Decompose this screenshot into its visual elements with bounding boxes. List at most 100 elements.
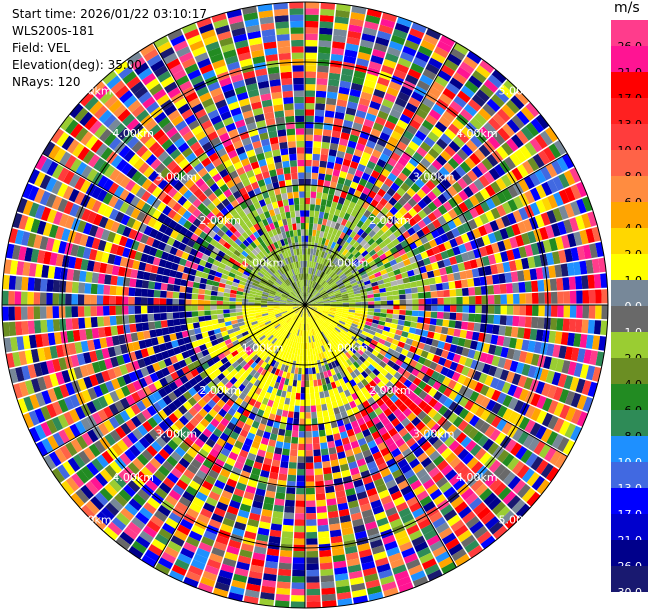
velocity-gate — [116, 325, 125, 335]
velocity-gate — [306, 519, 317, 526]
velocity-gate — [422, 384, 433, 394]
velocity-gate — [387, 172, 398, 182]
velocity-gate — [285, 391, 292, 399]
velocity-gate — [587, 274, 595, 289]
velocity-gate — [356, 220, 364, 229]
velocity-gate — [154, 282, 162, 290]
velocity-gate — [555, 236, 564, 250]
velocity-gate — [293, 373, 298, 381]
velocity-gate — [329, 281, 336, 287]
velocity-gate — [521, 339, 530, 352]
velocity-gate — [493, 284, 501, 295]
velocity-gate — [558, 388, 570, 404]
velocity-gate — [494, 294, 501, 304]
velocity-gate — [399, 336, 408, 343]
velocity-gate — [457, 131, 470, 144]
velocity-gate — [423, 317, 431, 325]
velocity-gate — [320, 448, 329, 456]
velocity-gate — [457, 448, 470, 461]
velocity-gate — [499, 228, 509, 240]
velocity-gate — [347, 330, 355, 336]
velocity-gate — [401, 271, 409, 279]
velocity-gate — [305, 128, 314, 135]
velocity-gate — [194, 327, 202, 335]
velocity-gate — [392, 251, 401, 259]
velocity-gate — [558, 420, 571, 436]
velocity-gate — [348, 297, 356, 301]
velocity-gate — [392, 28, 408, 40]
velocity-gate — [313, 443, 321, 450]
velocity-gate — [230, 316, 238, 321]
velocity-gate — [340, 275, 348, 281]
velocity-gate — [383, 162, 394, 173]
velocity-gate — [351, 195, 359, 204]
velocity-gate — [411, 316, 418, 323]
velocity-gate — [318, 278, 324, 285]
velocity-gate — [375, 237, 384, 245]
velocity-gate — [260, 307, 268, 310]
velocity-gate — [336, 99, 348, 108]
velocity-gate — [409, 427, 419, 437]
velocity-gate — [311, 305, 318, 307]
velocity-gate — [479, 59, 495, 74]
velocity-gate — [328, 324, 335, 331]
velocity-gate — [313, 314, 318, 320]
velocity-gate — [496, 335, 505, 346]
velocity-gate — [448, 440, 460, 452]
velocity-gate — [432, 197, 443, 208]
velocity-gate — [387, 348, 395, 355]
velocity-gate — [311, 306, 318, 309]
velocity-gate — [384, 177, 394, 188]
velocity-gate — [316, 256, 321, 263]
velocity-gate — [566, 262, 575, 276]
velocity-gate — [317, 307, 324, 310]
velocity-gate — [557, 373, 568, 388]
velocity-gate — [315, 90, 327, 98]
velocity-gate — [394, 398, 404, 408]
velocity-gate — [489, 478, 502, 492]
velocity-gate — [341, 293, 349, 297]
velocity-gate — [385, 336, 394, 344]
velocity-gate — [324, 225, 330, 233]
velocity-gate — [529, 138, 543, 153]
velocity-gate — [556, 318, 564, 331]
velocity-gate — [508, 397, 519, 410]
velocity-gate — [309, 210, 315, 218]
velocity-gate — [291, 436, 299, 444]
velocity-gate — [416, 162, 427, 173]
velocity-gate — [344, 251, 352, 258]
velocity-gate — [297, 374, 302, 381]
velocity-gate — [489, 220, 500, 232]
velocity-gate — [485, 399, 497, 412]
velocity-gate — [371, 349, 380, 357]
velocity-gate — [476, 162, 489, 175]
velocity-gate — [387, 114, 399, 125]
velocity-gate — [518, 178, 530, 193]
velocity-gate — [386, 295, 394, 301]
velocity-gate — [411, 135, 423, 147]
velocity-gate — [310, 307, 317, 310]
velocity-gate — [336, 323, 344, 329]
velocity-gate — [310, 191, 317, 199]
velocity-gate — [291, 386, 297, 393]
velocity-gate — [314, 210, 320, 218]
velocity-gate — [368, 342, 377, 350]
velocity-gate — [322, 310, 329, 314]
velocity-gate — [534, 134, 548, 149]
velocity-gate — [396, 187, 406, 197]
velocity-gate — [348, 187, 356, 196]
velocity-gate — [471, 94, 486, 107]
velocity-gate — [446, 369, 455, 379]
velocity-gate — [321, 192, 328, 200]
velocity-gate — [391, 238, 400, 247]
velocity-gate — [437, 297, 444, 305]
velocity-gate — [506, 212, 517, 225]
velocity-gate — [419, 336, 427, 344]
velocity-gate — [523, 219, 533, 232]
velocity-gate — [85, 271, 93, 283]
velocity-gate — [409, 119, 421, 130]
velocity-gate — [318, 33, 332, 42]
velocity-gate — [313, 217, 319, 224]
velocity-gate — [316, 505, 327, 513]
velocity-gate — [366, 290, 374, 295]
